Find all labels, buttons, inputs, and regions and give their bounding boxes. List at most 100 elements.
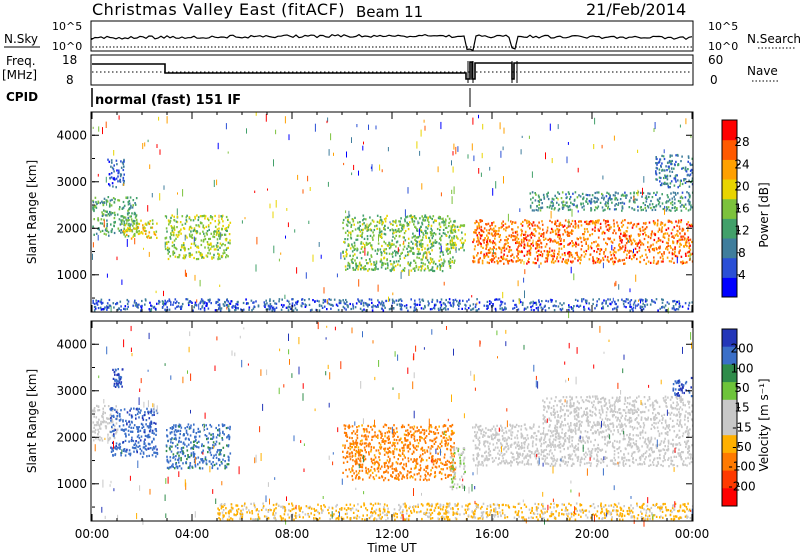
data-cell: [221, 255, 224, 258]
data-cell: [359, 221, 361, 224]
data-cell: [666, 256, 669, 259]
data-cell: [354, 244, 356, 247]
data-cell: [403, 305, 406, 308]
data-cell: [180, 307, 182, 310]
data-cell: [508, 234, 510, 237]
data-cell: [592, 220, 594, 223]
data-cell: [529, 206, 532, 209]
data-cell: [688, 185, 691, 188]
data-cell: [359, 230, 362, 233]
data-cell: [103, 232, 106, 235]
data-cell: [111, 415, 113, 418]
data-cell: [652, 261, 655, 264]
data-cell: [358, 279, 360, 287]
data-cell: [381, 169, 383, 173]
data-cell: [155, 290, 157, 294]
data-cell: [181, 449, 183, 452]
data-cell: [155, 422, 157, 425]
data-cell: [642, 233, 644, 236]
data-cell: [663, 149, 665, 154]
data-cell: [532, 221, 535, 224]
data-cell: [129, 228, 131, 231]
data-cell: [494, 230, 497, 233]
data-cell: [483, 227, 486, 230]
data-cell: [417, 250, 420, 253]
data-cell: [153, 231, 155, 234]
data-cell: [201, 222, 203, 225]
data-cell: [492, 188, 494, 196]
data-region: [92, 404, 119, 442]
data-cell: [413, 267, 416, 270]
data-cell: [348, 263, 351, 266]
data-cell: [158, 302, 160, 305]
data-cell: [491, 228, 494, 231]
data-cell: [603, 252, 605, 255]
data-cell: [113, 433, 115, 436]
data-cell: [152, 447, 155, 450]
data-cell: [105, 421, 107, 424]
data-cell: [286, 306, 289, 309]
data-cell: [110, 165, 112, 168]
data-cell: [173, 239, 176, 242]
data-cell: [619, 198, 622, 201]
data-cell: [246, 128, 247, 134]
data-cell: [487, 306, 489, 309]
data-cell: [106, 417, 108, 420]
data-cell: [168, 250, 170, 253]
data-cell: [486, 261, 489, 264]
data-cell: [360, 257, 363, 260]
data-cell: [126, 448, 128, 451]
data-cell: [673, 236, 675, 239]
data-cell: [401, 251, 403, 254]
data-cell: [119, 223, 122, 226]
data-cell: [439, 308, 442, 311]
data-cell: [618, 229, 620, 232]
data-cell: [169, 445, 172, 448]
data-cell: [545, 299, 547, 302]
data-cell: [179, 424, 182, 427]
data-cell: [613, 208, 616, 211]
data-cell: [212, 461, 214, 464]
data-cell: [209, 222, 212, 225]
data-cell: [452, 256, 454, 259]
data-cell: [530, 308, 533, 311]
data-cell: [132, 426, 135, 429]
data-cell: [657, 219, 659, 222]
data-cell: [113, 170, 115, 173]
data-cell: [168, 220, 170, 223]
data-cell: [621, 201, 624, 204]
data-cell: [129, 229, 131, 233]
data-cell: [227, 226, 230, 229]
data-cell: [167, 219, 170, 222]
data-cell: [571, 255, 574, 259]
data-cell: [96, 303, 99, 306]
data-cell: [578, 220, 580, 223]
data-cell: [617, 203, 619, 206]
data-cell: [404, 443, 407, 446]
data-cell: [363, 266, 365, 269]
data-cell: [203, 235, 206, 238]
data-cell: [688, 301, 691, 304]
data-cell: [550, 239, 552, 242]
data-cell: [674, 178, 677, 181]
data-cell: [124, 454, 127, 457]
data-cell: [635, 304, 637, 310]
data-cell: [579, 236, 581, 239]
data-cell: [127, 219, 129, 222]
data-cell: [372, 268, 374, 271]
data-cell: [92, 253, 93, 260]
data-cell: [219, 306, 221, 309]
data-cell: [248, 308, 250, 311]
data-cell: [394, 300, 396, 304]
data-cell: [348, 231, 350, 234]
data-cell: [489, 227, 492, 230]
data-cell: [653, 222, 656, 226]
data-cell: [669, 174, 672, 178]
data-cell: [110, 450, 113, 453]
data-cell: [612, 308, 614, 311]
data-cell: [664, 223, 667, 226]
data-cell: [459, 225, 461, 229]
data-cell: [638, 299, 640, 302]
data-cell: [534, 262, 536, 265]
data-cell: [169, 427, 172, 430]
